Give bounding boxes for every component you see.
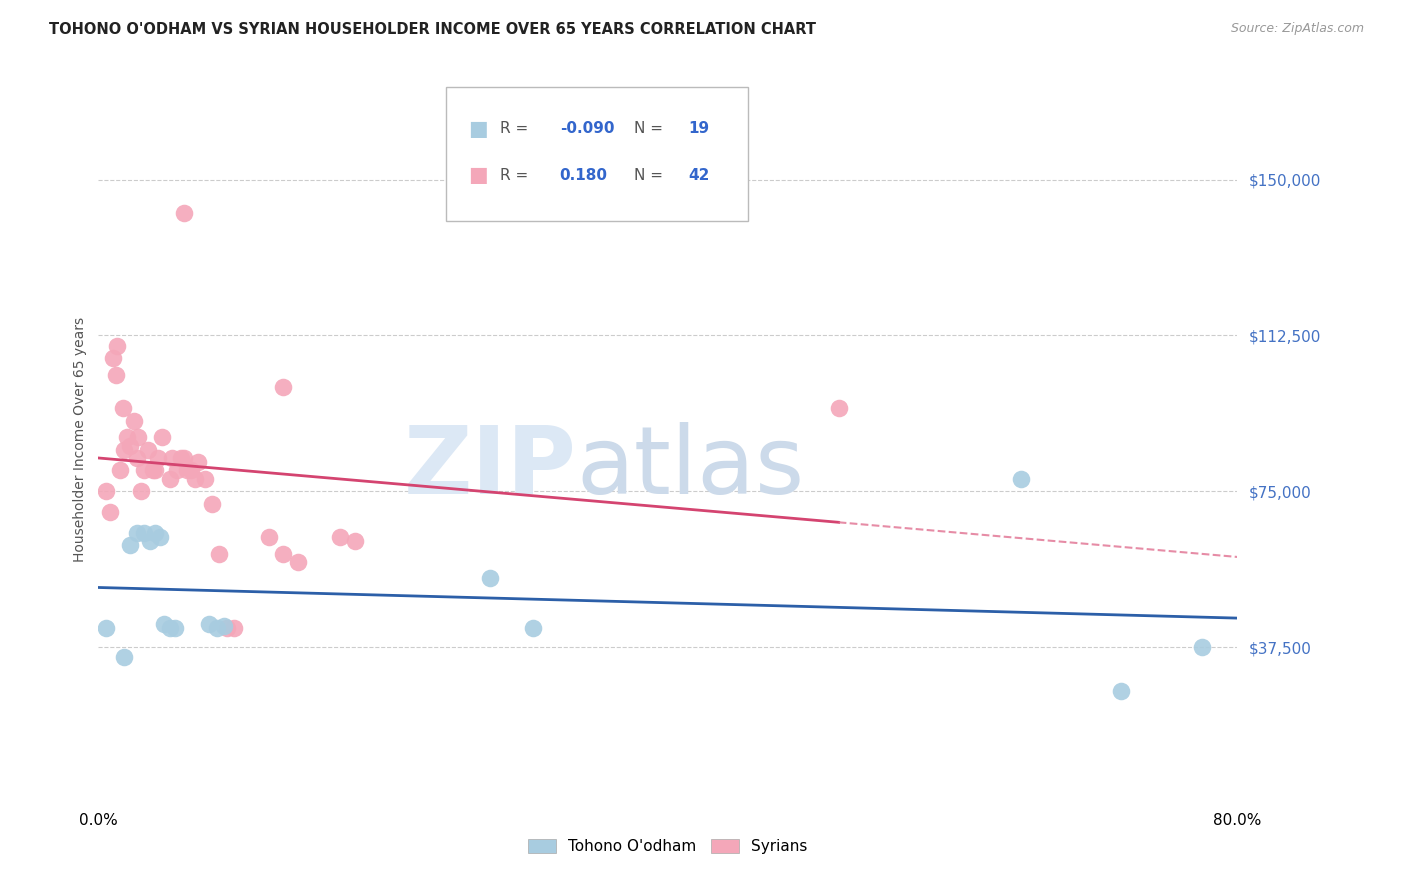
Point: [180, 463, 202, 477]
Point: [148, 450, 170, 465]
Point: [112, 650, 135, 665]
Point: [343, 534, 366, 549]
Text: 42: 42: [689, 168, 710, 183]
Point: [166, 463, 188, 477]
Text: R =: R =: [501, 121, 533, 136]
Y-axis label: Householder Income Over 65 years: Householder Income Over 65 years: [73, 317, 87, 562]
Point: [176, 463, 198, 477]
Point: [104, 368, 127, 382]
Text: N =: N =: [634, 121, 668, 136]
Point: [522, 621, 544, 635]
Text: N =: N =: [634, 168, 668, 183]
Point: [111, 401, 134, 416]
Point: [162, 450, 184, 465]
Point: [98, 505, 121, 519]
Point: [149, 530, 172, 544]
Point: [194, 472, 217, 486]
Point: [187, 455, 209, 469]
Point: [184, 472, 207, 486]
Point: [170, 450, 193, 465]
Point: [1010, 472, 1032, 486]
Point: [273, 380, 295, 394]
Point: [259, 530, 281, 544]
Point: [152, 430, 174, 444]
Point: [828, 401, 851, 416]
Point: [478, 572, 501, 586]
Point: [138, 534, 160, 549]
Point: [122, 414, 145, 428]
Point: [222, 621, 245, 635]
Point: [173, 206, 195, 220]
Point: [101, 351, 124, 366]
Point: [1191, 640, 1213, 654]
Point: [198, 617, 221, 632]
Point: [115, 430, 138, 444]
Legend: Tohono O'odham, Syrians: Tohono O'odham, Syrians: [522, 833, 814, 861]
Point: [112, 442, 135, 457]
Text: Source: ZipAtlas.com: Source: ZipAtlas.com: [1230, 22, 1364, 36]
Text: ZIP: ZIP: [404, 423, 576, 515]
Text: -0.090: -0.090: [560, 121, 614, 136]
Text: ■: ■: [468, 165, 488, 186]
Point: [159, 472, 181, 486]
Point: [132, 525, 155, 540]
Point: [287, 555, 309, 569]
Point: [145, 525, 167, 540]
Text: ■: ■: [468, 119, 488, 139]
Point: [208, 547, 231, 561]
Text: atlas: atlas: [576, 423, 806, 515]
Point: [173, 450, 195, 465]
Text: 0.180: 0.180: [560, 168, 607, 183]
Point: [125, 525, 148, 540]
Point: [329, 530, 352, 544]
Point: [118, 538, 141, 552]
Point: [136, 442, 159, 457]
Point: [108, 463, 131, 477]
Point: [165, 621, 187, 635]
Point: [201, 497, 224, 511]
Point: [205, 621, 228, 635]
FancyBboxPatch shape: [446, 87, 748, 221]
Point: [94, 484, 117, 499]
Point: [129, 484, 152, 499]
Point: [153, 617, 176, 632]
Point: [141, 463, 163, 477]
Text: 19: 19: [689, 121, 710, 136]
Point: [118, 438, 141, 452]
Point: [105, 339, 128, 353]
Point: [125, 450, 148, 465]
Text: TOHONO O'ODHAM VS SYRIAN HOUSEHOLDER INCOME OVER 65 YEARS CORRELATION CHART: TOHONO O'ODHAM VS SYRIAN HOUSEHOLDER INC…: [49, 22, 817, 37]
Point: [212, 619, 235, 633]
Point: [215, 621, 238, 635]
Point: [273, 547, 295, 561]
Point: [127, 430, 149, 444]
Point: [159, 621, 181, 635]
Point: [132, 463, 155, 477]
Point: [1109, 683, 1132, 698]
Point: [94, 621, 117, 635]
Point: [145, 463, 167, 477]
Text: R =: R =: [501, 168, 538, 183]
